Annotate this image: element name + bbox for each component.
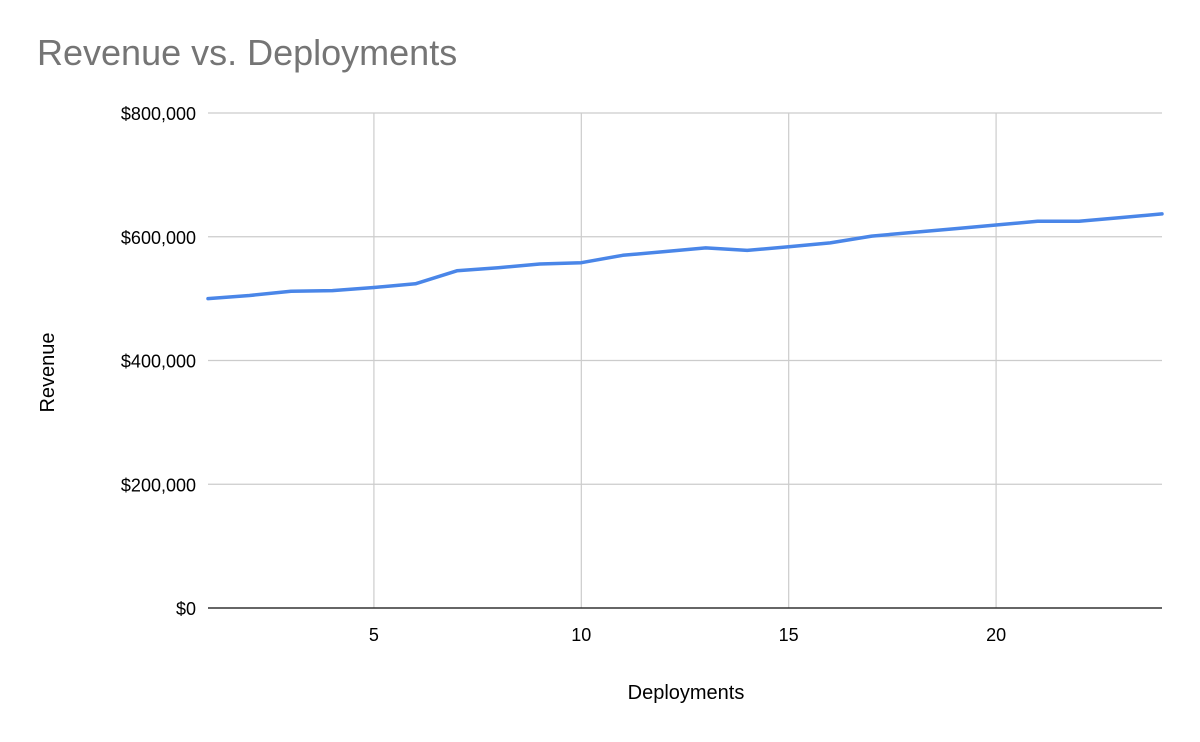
x-tick-label: 15 [779,625,799,645]
series-layer [206,212,1164,301]
x-axis-title: Deployments [628,682,745,704]
y-tick-label: $200,000 [121,475,196,495]
x-tick-label: 20 [986,625,1006,645]
y-tick-label: $0 [176,599,196,619]
x-tick-label: 5 [369,625,379,645]
y-tick-label: $600,000 [121,228,196,248]
chart-title: Revenue vs. Deployments [37,32,458,73]
gridlines [208,112,1162,608]
x-tick-label: 10 [571,625,591,645]
y-axis-title: Revenue [37,332,59,412]
y-tick-label: $400,000 [121,352,196,372]
y-tick-label: $800,000 [121,104,196,124]
series-line [206,212,1164,301]
tick-labels: $0 $200,000 $400,000 $600,000 $800,000 5 10 15 2… [121,104,1006,645]
